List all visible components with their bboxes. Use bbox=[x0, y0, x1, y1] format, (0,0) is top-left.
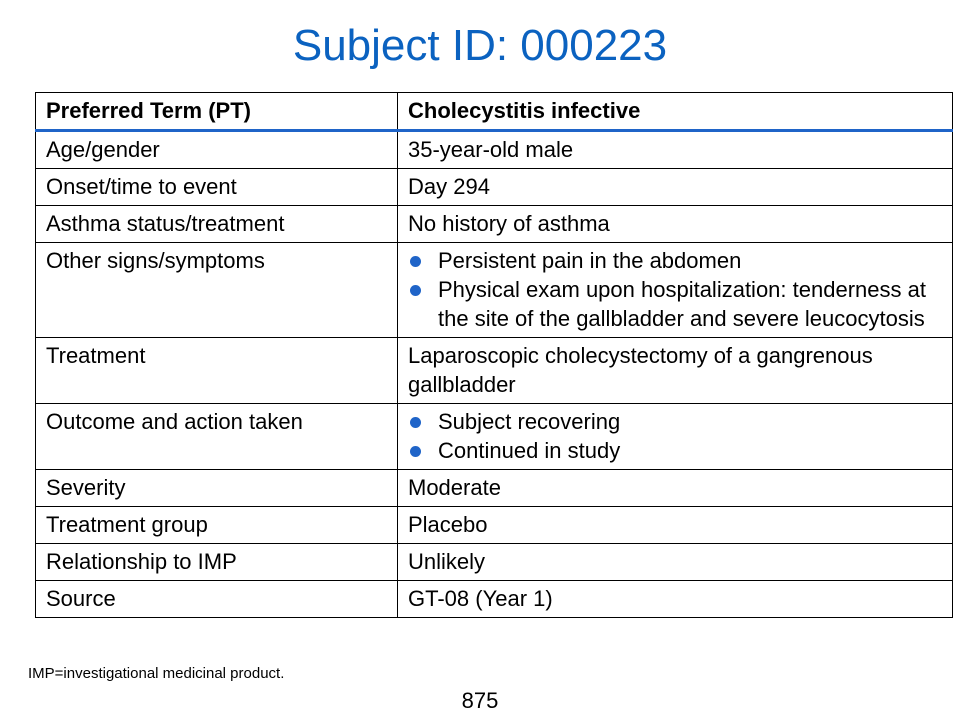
table-row: Age/gender 35-year-old male bbox=[35, 130, 953, 169]
row-value: GT-08 (Year 1) bbox=[397, 580, 953, 618]
row-value: Persistent pain in the abdomen Physical … bbox=[397, 242, 953, 338]
row-value: Laparoscopic cholecystectomy of a gangre… bbox=[397, 337, 953, 404]
table-row: Treatment Laparoscopic cholecystectomy o… bbox=[35, 337, 953, 404]
row-value: No history of asthma bbox=[397, 205, 953, 243]
row-label: Outcome and action taken bbox=[35, 403, 398, 470]
table-row: Source GT-08 (Year 1) bbox=[35, 580, 953, 618]
row-label: Severity bbox=[35, 469, 398, 507]
header-label-cell: Preferred Term (PT) bbox=[35, 92, 398, 132]
bullet-text: Subject recovering bbox=[438, 409, 621, 434]
bullet-dot-icon bbox=[410, 285, 421, 296]
bullet-dot-icon bbox=[410, 417, 421, 428]
table-row: Severity Moderate bbox=[35, 469, 953, 507]
row-value: Subject recovering Continued in study bbox=[397, 403, 953, 470]
row-value: Day 294 bbox=[397, 168, 953, 206]
row-label: Source bbox=[35, 580, 398, 618]
table-row: Treatment group Placebo bbox=[35, 506, 953, 544]
bullet-list: Persistent pain in the abdomen Physical … bbox=[408, 246, 942, 333]
row-value: Moderate bbox=[397, 469, 953, 507]
row-value: 35-year-old male bbox=[397, 130, 953, 169]
page-number: 875 bbox=[461, 688, 499, 713]
bullet-item: Physical exam upon hospitalization: tend… bbox=[408, 275, 942, 333]
table-row: Relationship to IMP Unlikely bbox=[35, 543, 953, 581]
bullet-dot-icon bbox=[410, 256, 421, 267]
bullet-item: Continued in study bbox=[408, 436, 942, 465]
header-value-cell: Cholecystitis infective bbox=[397, 92, 953, 132]
row-label: Relationship to IMP bbox=[35, 543, 398, 581]
table-row: Onset/time to event Day 294 bbox=[35, 168, 953, 206]
bullet-item: Persistent pain in the abdomen bbox=[408, 246, 942, 275]
bullet-text: Continued in study bbox=[438, 438, 621, 463]
table-header-row: Preferred Term (PT) Cholecystitis infect… bbox=[35, 92, 953, 132]
bullet-item: Subject recovering bbox=[408, 407, 942, 436]
footnote: IMP=investigational medicinal product. bbox=[28, 665, 285, 682]
bullet-text: Physical exam upon hospitalization: tend… bbox=[438, 277, 926, 331]
row-label: Onset/time to event bbox=[35, 168, 398, 206]
row-label: Asthma status/treatment bbox=[35, 205, 398, 243]
page-title: Subject ID: 000223 bbox=[292, 21, 668, 70]
row-label: Treatment group bbox=[35, 506, 398, 544]
row-label: Age/gender bbox=[35, 130, 398, 169]
bullet-list: Subject recovering Continued in study bbox=[408, 407, 942, 465]
bullet-text: Persistent pain in the abdomen bbox=[438, 248, 742, 273]
table-row: Other signs/symptoms Persistent pain in … bbox=[35, 242, 953, 338]
row-label: Treatment bbox=[35, 337, 398, 404]
subject-table: Preferred Term (PT) Cholecystitis infect… bbox=[35, 92, 953, 618]
row-label: Other signs/symptoms bbox=[35, 242, 398, 338]
bullet-dot-icon bbox=[410, 446, 421, 457]
table-row: Asthma status/treatment No history of as… bbox=[35, 205, 953, 243]
row-value: Placebo bbox=[397, 506, 953, 544]
row-value: Unlikely bbox=[397, 543, 953, 581]
table-row: Outcome and action taken Subject recover… bbox=[35, 403, 953, 470]
